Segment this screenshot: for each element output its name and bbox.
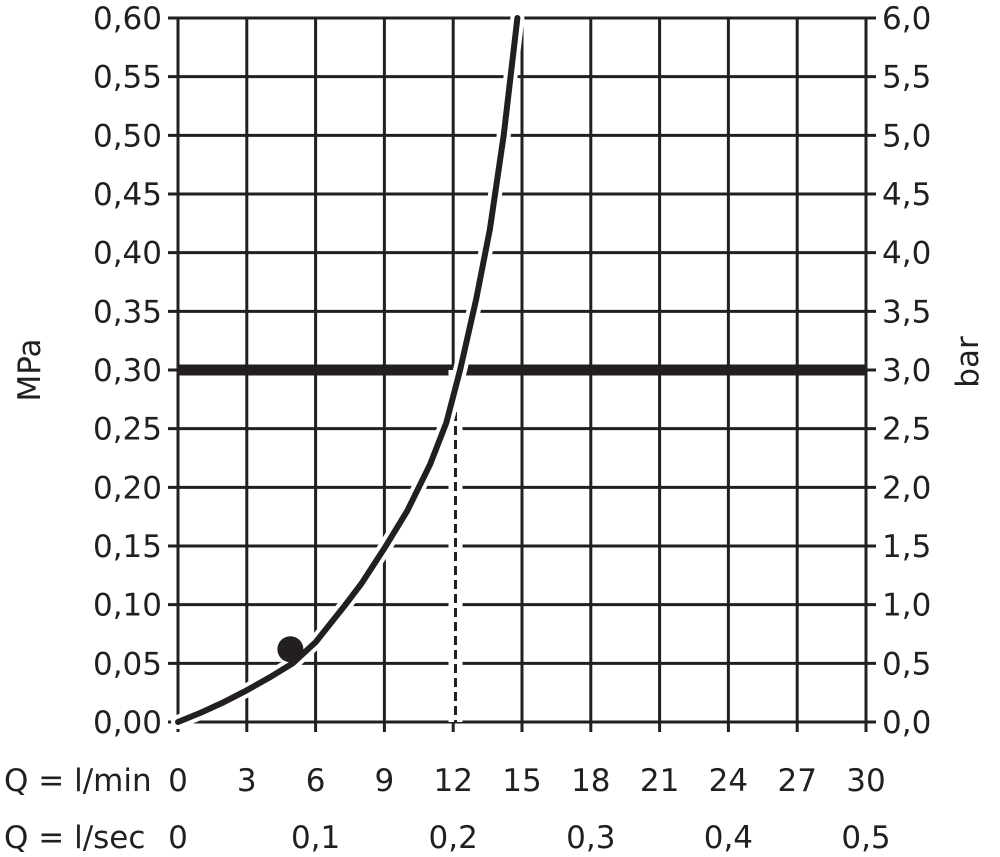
x-secondary-tick-label: 0,5 (841, 820, 890, 856)
x-secondary-tick-label: 0,4 (704, 820, 753, 856)
y-right-tick-label: 0,5 (882, 646, 931, 682)
y-right-tick-label: 5,5 (882, 60, 931, 96)
y-right-tick-label: 1,5 (882, 529, 931, 565)
y-left-tick-label: 0,50 (93, 118, 162, 154)
reference-lines (178, 364, 866, 722)
y-left-tick-label: 0,05 (93, 646, 162, 682)
x-secondary-tick-label: 0,1 (291, 820, 340, 856)
marker-point (277, 636, 304, 663)
x-primary-axis-title: Q = l/min (4, 763, 152, 799)
y-right-tick-label: 3,0 (882, 353, 931, 389)
x-tick-label: 18 (571, 763, 610, 799)
y-left-tick-label: 0,15 (93, 529, 162, 565)
series-layer (171, 11, 525, 729)
x-secondary-axis-title: Q = l/sec (4, 820, 145, 856)
y-right-axis-title: bar (950, 336, 986, 388)
y-left-tick-label: 0,25 (93, 412, 162, 448)
y-right-tick-label: 4,0 (882, 236, 931, 272)
y-left-axis-title: MPa (12, 338, 48, 401)
x-tick-label: 30 (846, 763, 885, 799)
y-right-tick-label: 5,0 (882, 118, 931, 154)
x-tick-label: 3 (237, 763, 257, 799)
x-tick-label: 9 (375, 763, 395, 799)
y-left-tick-label: 0,10 (93, 588, 162, 624)
x-tick-label: 21 (640, 763, 679, 799)
x-tick-label: 27 (777, 763, 816, 799)
y-right-tick-label: 6,0 (882, 1, 931, 37)
y-left-tick-label: 0,45 (93, 177, 162, 213)
tick-labels: 0 3 6 9 12 15 18 21 24 27 300,000,050,100,150,200,… (93, 1, 931, 856)
x-secondary-tick-label: 0 (168, 820, 188, 856)
x-tick-label: 6 (306, 763, 326, 799)
y-left-tick-label: 0,20 (93, 470, 162, 506)
y-right-tick-label: 1,0 (882, 588, 931, 624)
x-tick-label: 0 (168, 763, 188, 799)
y-left-tick-label: 0,40 (93, 236, 162, 272)
y-left-tick-label: 0,55 (93, 60, 162, 96)
y-right-tick-label: 0,0 (882, 705, 931, 741)
x-tick-label: 24 (709, 763, 748, 799)
series-curve (175, 15, 521, 725)
y-left-tick-label: 0,35 (93, 294, 162, 330)
y-left-tick-label: 0,00 (93, 705, 162, 741)
y-right-tick-label: 2,0 (882, 470, 931, 506)
x-secondary-tick-label: 0,3 (566, 820, 615, 856)
x-tick-label: 15 (502, 763, 541, 799)
y-right-tick-label: 3,5 (882, 294, 931, 330)
x-tick-label: 12 (433, 763, 472, 799)
y-right-tick-label: 2,5 (882, 412, 931, 448)
x-secondary-tick-label: 0,2 (429, 820, 478, 856)
y-left-tick-label: 0,30 (93, 353, 162, 389)
y-left-tick-label: 0,60 (93, 1, 162, 37)
y-right-tick-label: 4,5 (882, 177, 931, 213)
